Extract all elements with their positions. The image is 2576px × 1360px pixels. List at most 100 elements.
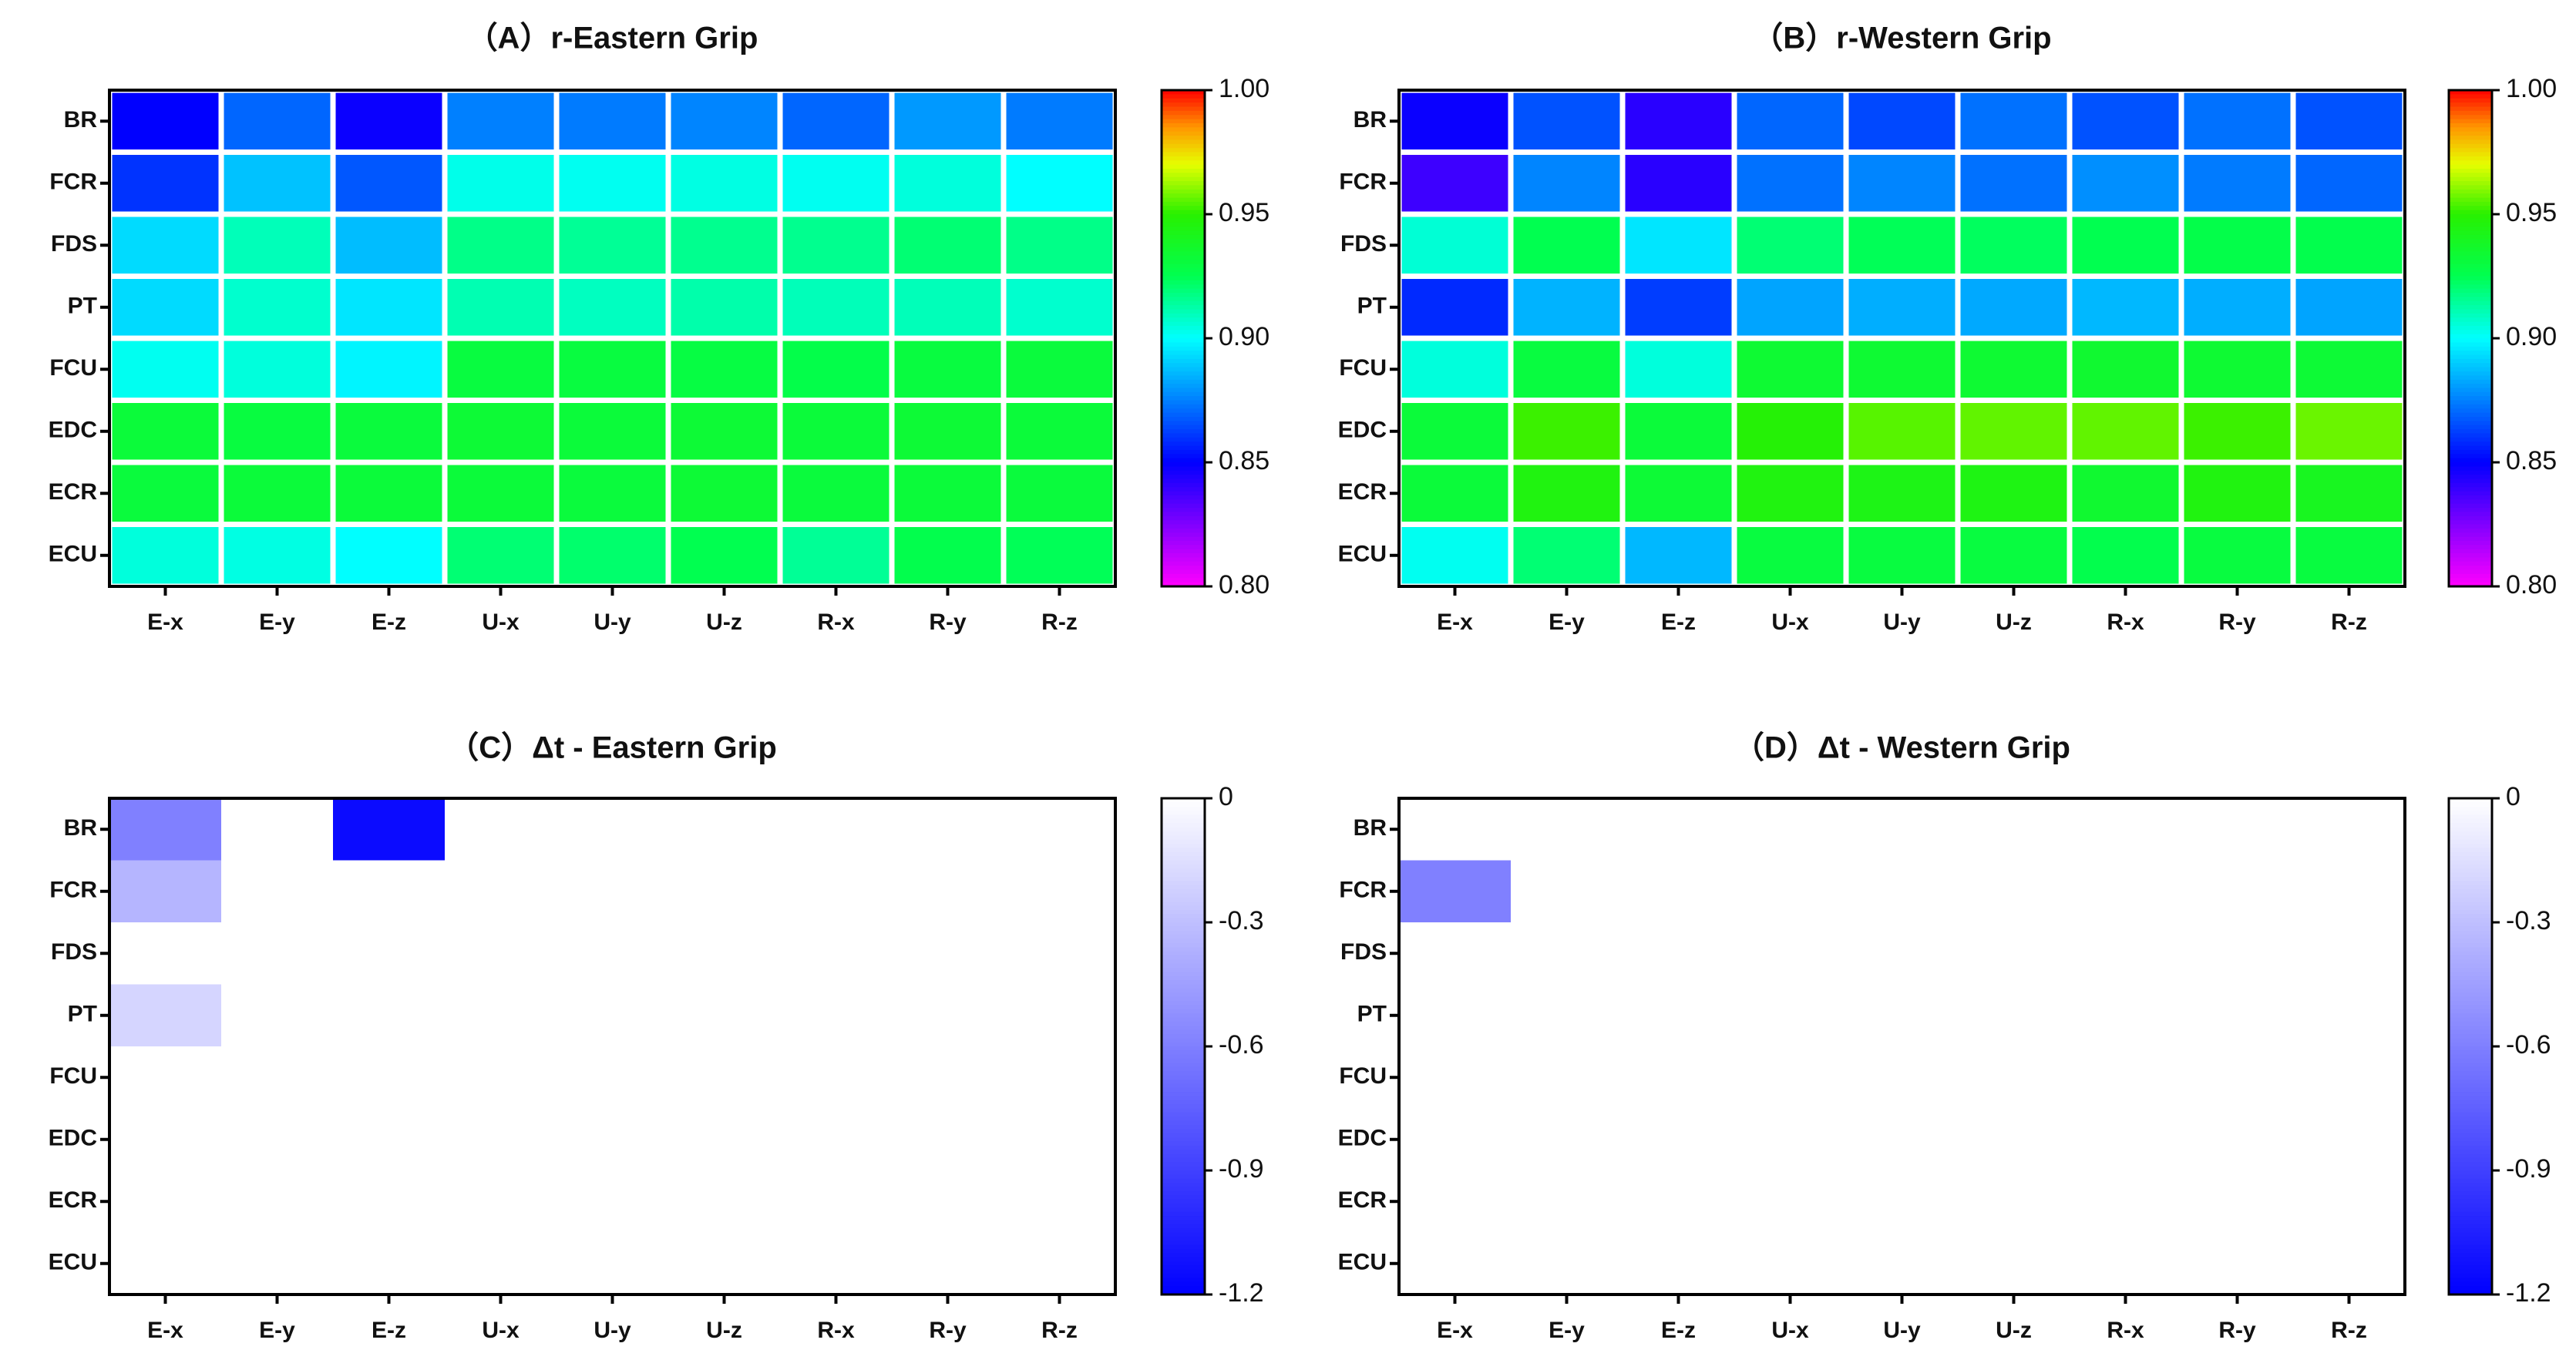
colorbar-step bbox=[1162, 876, 1205, 882]
colorbar-step bbox=[1162, 872, 1205, 878]
heatmap-cell-fcr-u-y bbox=[1843, 149, 1961, 217]
colorbar-step bbox=[2449, 980, 2492, 986]
heatmap-cell-br-e-y bbox=[218, 87, 336, 155]
colorbar-step bbox=[1162, 1042, 1205, 1047]
colorbar-step bbox=[2449, 1000, 2492, 1006]
heatmap-cell-fcu-r-z bbox=[2290, 335, 2408, 403]
heatmap-cell-pt-r-x bbox=[2067, 274, 2184, 341]
colorbar-step bbox=[2449, 276, 2492, 281]
colorbar-step bbox=[2449, 1244, 2492, 1250]
colorbar-step bbox=[2449, 876, 2492, 882]
colorbar-step bbox=[1162, 1224, 1205, 1230]
heatmap-cell-fds-u-z bbox=[1955, 211, 2073, 279]
heatmap-cell-br-r-x bbox=[2067, 87, 2184, 155]
colorbar-step bbox=[1162, 1112, 1205, 1118]
heatmap-cell-ecr-e-z bbox=[1619, 459, 1737, 527]
colorbar-step bbox=[1162, 143, 1205, 149]
heatmap-cell-edc-r-y bbox=[2178, 398, 2296, 465]
heatmap-cell-ecu-e-y bbox=[1508, 522, 1626, 589]
colorbar-step bbox=[1162, 1092, 1205, 1097]
colorbar-step bbox=[2449, 297, 2492, 302]
colorbar-step bbox=[1162, 818, 1205, 824]
plot-frame bbox=[108, 797, 1117, 1296]
colorbar-step bbox=[1162, 1033, 1205, 1039]
heatmap-cell-edc-u-x bbox=[1731, 398, 1849, 465]
colorbar-step bbox=[1162, 1253, 1205, 1258]
heatmap-cell-fds-e-x bbox=[106, 211, 224, 279]
colorbar-step bbox=[2449, 168, 2492, 174]
colorbar-step bbox=[2449, 1021, 2492, 1027]
colorbar-step bbox=[1162, 1145, 1205, 1151]
colorbar-step bbox=[2449, 243, 2492, 248]
colorbar-step bbox=[1162, 313, 1205, 319]
colorbar-step bbox=[1162, 301, 1205, 307]
colorbar-step bbox=[2449, 193, 2492, 199]
colorbar-step bbox=[1162, 388, 1205, 393]
heatmap-cell-fcu-u-z bbox=[1955, 335, 2073, 403]
colorbar-step bbox=[2449, 984, 2492, 989]
heatmap-cell-pt-e-z bbox=[1619, 274, 1737, 341]
x-tick-label-r-y: R-y bbox=[929, 609, 967, 635]
colorbar-step bbox=[1162, 491, 1205, 496]
colorbar-step bbox=[1162, 325, 1205, 331]
y-tick-label-edc: EDC bbox=[49, 418, 97, 443]
colorbar-step bbox=[2449, 379, 2492, 385]
colorbar-step bbox=[1162, 416, 1205, 422]
colorbar-step bbox=[1162, 317, 1205, 323]
colorbar-step bbox=[2449, 996, 2492, 1002]
colorbar-step bbox=[1162, 1120, 1205, 1126]
colorbar-step bbox=[1162, 185, 1205, 190]
heatmap-cell-fcu-e-y bbox=[1508, 335, 1626, 403]
colorbar-step bbox=[2449, 321, 2492, 327]
colorbar-step bbox=[2449, 1224, 2492, 1230]
heatmap-cell-fcr-u-z bbox=[1955, 149, 2073, 217]
colorbar-step bbox=[1162, 1059, 1205, 1064]
heatmap-cell-fds-e-z bbox=[1619, 211, 1737, 279]
heatmap-cell-ecu-e-z bbox=[1619, 522, 1737, 589]
y-tick-label-ecr: ECR bbox=[49, 479, 98, 505]
colorbar-step bbox=[2449, 935, 2492, 940]
colorbar-step bbox=[1162, 115, 1205, 120]
colorbar-step bbox=[1162, 1290, 1205, 1295]
colorbar-step bbox=[2449, 325, 2492, 331]
colorbar-step bbox=[2449, 255, 2492, 261]
heatmap-cell-br-r-y bbox=[2178, 87, 2296, 155]
heatmap-cell-br-u-x bbox=[442, 87, 560, 155]
colorbar-step bbox=[1162, 1216, 1205, 1221]
colorbar-step bbox=[2449, 388, 2492, 393]
heatmap-cell-fcr-r-y bbox=[889, 149, 1007, 217]
colorbar-step bbox=[2449, 119, 2492, 124]
colorbar-step bbox=[2449, 234, 2492, 240]
colorbar-step bbox=[2449, 909, 2492, 915]
colorbar-step bbox=[1162, 206, 1205, 211]
colorbar-step bbox=[2449, 872, 2492, 878]
colorbar-step bbox=[2449, 433, 2492, 438]
colorbar-step bbox=[2449, 102, 2492, 108]
x-tick-label-r-y: R-y bbox=[929, 1318, 967, 1343]
heatmap-cell-fcr-e-x bbox=[1396, 149, 1514, 217]
heatmap-cell-fcu-u-y bbox=[1843, 335, 1961, 403]
colorbar-step bbox=[1162, 827, 1205, 832]
colorbar-step bbox=[1162, 433, 1205, 438]
colorbar-step bbox=[1162, 201, 1205, 207]
colorbar-step bbox=[1162, 309, 1205, 314]
colorbar-step bbox=[1162, 1190, 1205, 1197]
y-tick-label-edc: EDC bbox=[1338, 1126, 1387, 1151]
colorbar-step bbox=[2449, 334, 2492, 339]
heatmap-panel-2: （B）r-Western Grip BR FCR FDS PT FCU EDC ECR ECU E… bbox=[1338, 22, 2558, 635]
colorbar-step bbox=[1162, 412, 1205, 418]
colorbar-step bbox=[1162, 363, 1205, 368]
colorbar-tick-label: -0.3 bbox=[2506, 906, 2551, 935]
heatmap-cell-fcu-r-y bbox=[2178, 335, 2296, 403]
colorbar-step bbox=[2449, 806, 2492, 812]
heatmap-cell-pt-e-y bbox=[218, 274, 336, 341]
colorbar-step bbox=[2449, 512, 2492, 517]
colorbar-step bbox=[2449, 798, 2492, 804]
colorbar-step bbox=[2449, 346, 2492, 352]
colorbar-step bbox=[2449, 818, 2492, 824]
colorbar-step bbox=[1162, 1211, 1205, 1217]
colorbar-step bbox=[1162, 1183, 1205, 1188]
colorbar-step bbox=[1162, 1013, 1205, 1019]
colorbar-tick-label: -0.9 bbox=[2506, 1154, 2551, 1184]
